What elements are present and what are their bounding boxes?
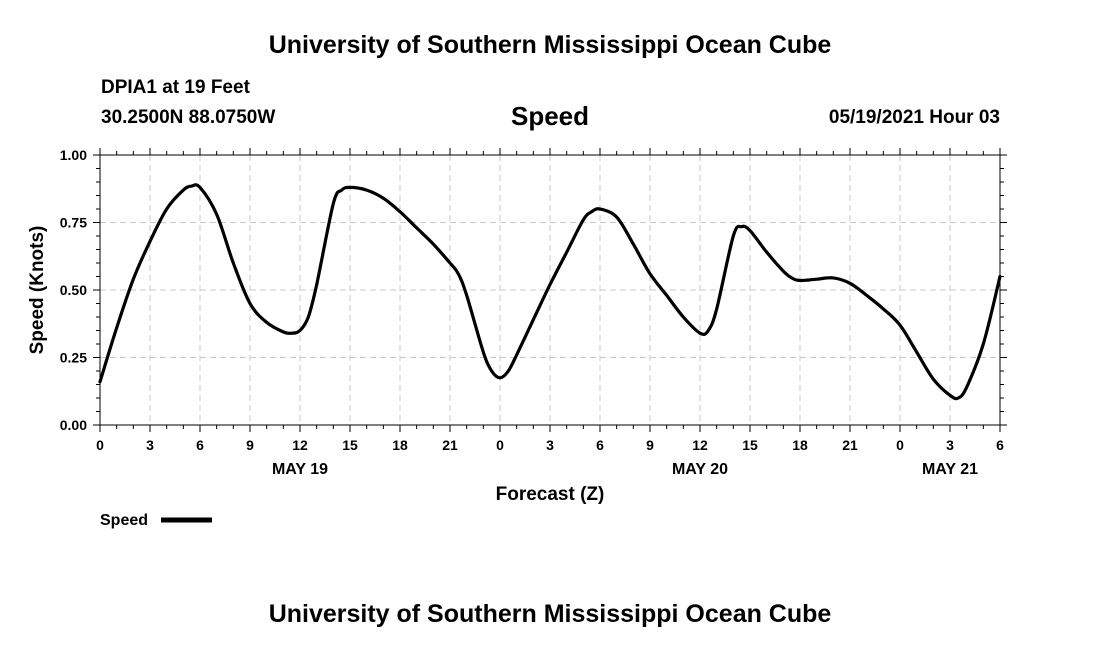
x-tick-label: 9 [246, 437, 254, 453]
x-tick-label: 18 [792, 437, 808, 453]
legend-label: Speed [100, 512, 148, 529]
y-tick-label: 0.75 [60, 215, 87, 231]
date-label: MAY 21 [922, 461, 978, 478]
y-axis-title: Speed (Knots) [27, 226, 48, 355]
x-tick-label: 3 [946, 437, 954, 453]
x-tick-label: 15 [742, 437, 758, 453]
x-tick-label: 12 [692, 437, 708, 453]
x-tick-label: 6 [996, 437, 1004, 453]
series-line-speed [98, 183, 1002, 401]
legend: Speed [100, 512, 212, 529]
x-tick-label: 9 [646, 437, 654, 453]
report-title: University of Southern Mississippi Ocean… [268, 31, 832, 59]
x-tick-label: 12 [292, 437, 308, 453]
x-tick-label: 21 [842, 437, 858, 453]
x-axis-title: Forecast (Z) [496, 484, 605, 505]
footer-title: University of Southern Mississippi Ocean… [268, 600, 832, 628]
x-tick-label: 0 [896, 437, 904, 453]
y-tick-label: 0.25 [60, 350, 87, 366]
y-tick-label: 0.00 [60, 417, 87, 433]
x-tick-label: 6 [196, 437, 204, 453]
date-label: MAY 20 [672, 461, 728, 478]
x-tick-label: 21 [442, 437, 458, 453]
x-tick-label: 3 [146, 437, 154, 453]
forecast-datetime: 05/19/2021 Hour 03 [828, 107, 1000, 128]
coordinates-label: 30.2500N 88.0750W [101, 107, 276, 128]
chart-title: Speed [510, 101, 590, 131]
date-label: MAY 19 [272, 461, 328, 478]
series-layer [98, 183, 1002, 401]
x-tick-label: 0 [496, 437, 504, 453]
x-tick-label: 3 [546, 437, 554, 453]
station-label: DPIA1 at 19 Feet [101, 77, 250, 98]
x-tick-label: 6 [596, 437, 604, 453]
x-tick-label: 0 [96, 437, 104, 453]
grid-lines [100, 155, 1000, 425]
chart-axes: 0 3 6 9 12 15 18 21 0 3 6 9 12 15 18 21 0 3 6 MAY 19 MAY 20 M… [60, 147, 1007, 478]
y-tick-label: 1.00 [60, 147, 87, 163]
x-tick-label: 18 [392, 437, 408, 453]
x-tick-label: 15 [342, 437, 358, 453]
y-tick-label: 0.50 [60, 282, 87, 298]
